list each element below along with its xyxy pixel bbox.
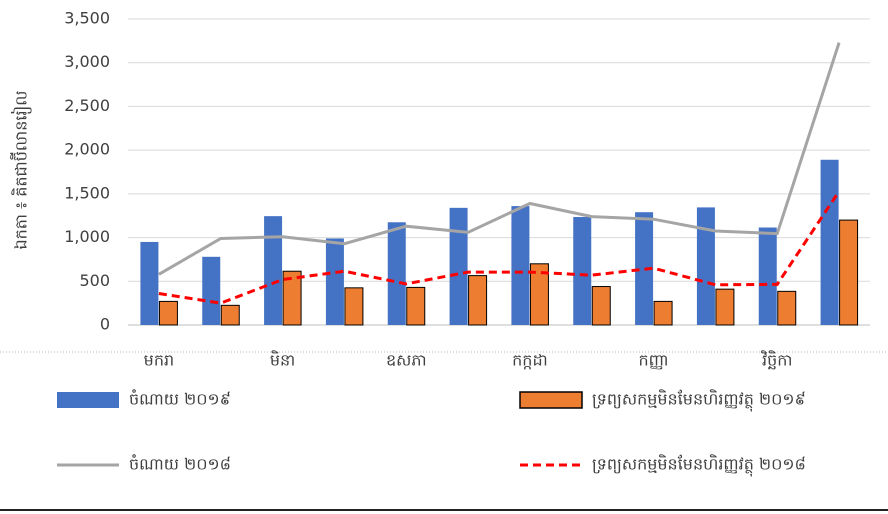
bar [777, 290, 797, 326]
y-tick-label: 500 [79, 271, 110, 290]
x-tick-label: កញ្ញា [639, 351, 669, 370]
line [158, 190, 841, 305]
x-tick-label: មិនា [270, 350, 295, 370]
bar [839, 219, 859, 326]
legend-swatch [57, 392, 119, 408]
bar [653, 300, 673, 326]
y-tick-label: 1,500 [64, 183, 110, 202]
bar [264, 216, 283, 325]
bar [158, 300, 178, 326]
y-tick-label: 0 [100, 315, 110, 334]
y-tick-label: 2,000 [64, 140, 110, 159]
bar [573, 217, 592, 325]
bar [325, 238, 344, 325]
bar [511, 206, 530, 325]
bar [758, 227, 777, 325]
bar [820, 159, 839, 325]
legend-label: ទ្រព្យសកម្មមិនមែនហិរញ្ញវត្ថុ ២០១៩ [592, 389, 806, 413]
bar [387, 222, 406, 325]
legend-label: ទ្រព្យសកម្មមិនមែនហិរញ្ញវត្ថុ ២០១៨ [592, 454, 806, 478]
bar [406, 286, 426, 326]
y-tick-label: 2,500 [64, 96, 110, 115]
y-tick-label: 1,000 [64, 227, 110, 246]
bar [468, 275, 488, 326]
bar [140, 241, 159, 325]
y-tick-label: 3,500 [64, 9, 110, 28]
x-tick-label: ឧសភា [386, 351, 427, 370]
line [158, 42, 841, 276]
bar [344, 287, 364, 326]
bar [449, 207, 468, 325]
bar [591, 286, 611, 326]
x-tick-label: មករា [144, 351, 174, 370]
y-tick-label: 3,000 [64, 52, 110, 71]
bar [202, 256, 221, 325]
bar [696, 207, 715, 325]
legend-label: ចំណាយ ២០១៩ [129, 389, 231, 409]
bar [635, 212, 654, 325]
bar [282, 270, 302, 326]
x-tick-label: កក្កដា [512, 351, 548, 370]
x-tick-label: វិច្ឆិកា [760, 350, 792, 370]
bar [220, 304, 240, 326]
y-axis-label: ឯកតា ៖ គិតជាប៊ីលានរៀល [10, 90, 33, 249]
legend-swatch [519, 391, 583, 409]
legend-label: ចំណាយ ២០១៨ [129, 454, 231, 474]
bar [715, 288, 735, 326]
bar [529, 263, 549, 326]
